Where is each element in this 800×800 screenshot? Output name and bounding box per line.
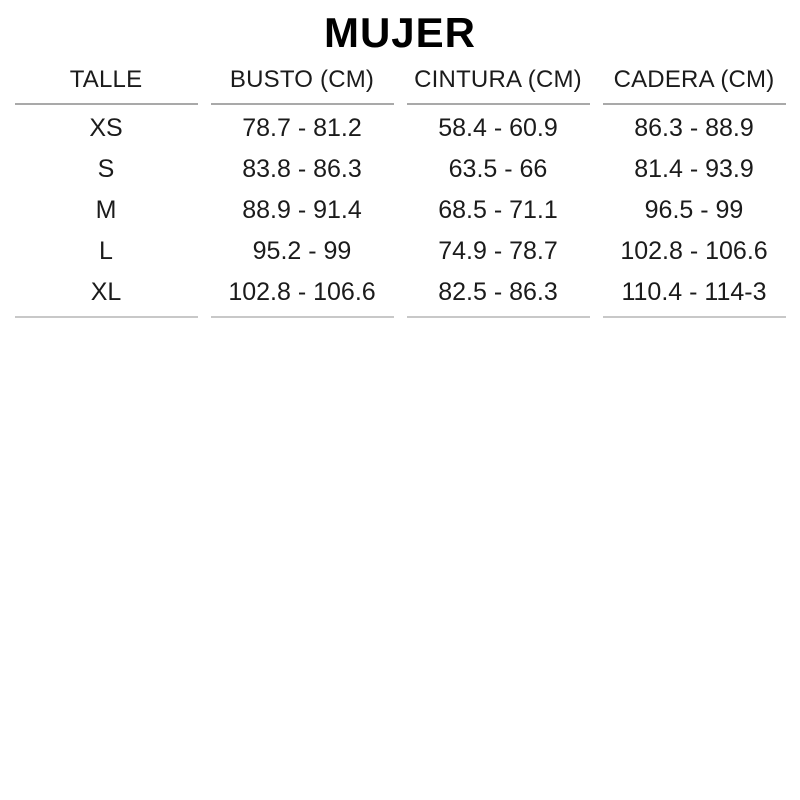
table-row: L 95.2 - 99 74.9 - 78.7 102.8 - 106.6	[15, 231, 786, 272]
measurement-cell: 63.5 - 66	[448, 155, 548, 183]
measurement-cell: 81.4 - 93.9	[634, 155, 754, 183]
size-table-body: XS 78.7 - 81.2 58.4 - 60.9 86.3 - 88.9 S 83.8…	[14, 105, 786, 318]
table-row: XS 78.7 - 81.2 58.4 - 60.9 86.3 - 88.9	[15, 105, 786, 149]
measurement-cell: 86.3 - 88.9	[634, 114, 754, 142]
size-label-cell: L	[99, 237, 113, 265]
measurement-cell: 83.8 - 86.3	[242, 155, 362, 183]
measurement-cell: 82.5 - 86.3	[406, 272, 590, 318]
column-header: CADERA (CM)	[602, 56, 786, 105]
measurement-cell: 95.2 - 99	[252, 237, 352, 265]
size-label-cell: XS	[89, 114, 123, 142]
measurement-cell: 58.4 - 60.9	[438, 114, 558, 142]
table-row: XL 102.8 - 106.6 82.5 - 86.3 110.4 - 114-3	[14, 272, 786, 318]
header-row: TALLE BUSTO (CM) CINTURA (CM) CADERA (CM)	[14, 56, 786, 105]
column-header: TALLE	[14, 56, 198, 105]
size-label-cell: S	[97, 155, 115, 183]
size-label-cell: XL	[14, 272, 198, 318]
table-row: M 88.9 - 91.4 68.5 - 71.1 96.5 - 99	[15, 190, 786, 231]
measurement-cell: 88.9 - 91.4	[242, 196, 362, 224]
column-header: CINTURA (CM)	[406, 56, 590, 105]
table-row: S 83.8 - 86.3 63.5 - 66 81.4 - 93.9	[15, 149, 786, 190]
measurement-cell: 102.8 - 106.6	[620, 237, 768, 265]
measurement-cell: 78.7 - 81.2	[242, 114, 362, 142]
measurement-cell: 102.8 - 106.6	[210, 272, 394, 318]
column-header: BUSTO (CM)	[210, 56, 394, 105]
measurement-cell: 74.9 - 78.7	[438, 237, 558, 265]
size-table: TALLE BUSTO (CM) CINTURA (CM) CADERA (CM) X…	[2, 56, 799, 318]
size-table-header: TALLE BUSTO (CM) CINTURA (CM) CADERA (CM)	[14, 56, 786, 105]
measurement-cell: 96.5 - 99	[644, 196, 744, 224]
size-label-cell: M	[95, 196, 117, 224]
page-title: MUJER	[323, 9, 477, 56]
measurement-cell: 68.5 - 71.1	[438, 196, 558, 224]
measurement-cell: 110.4 - 114-3	[602, 272, 786, 318]
